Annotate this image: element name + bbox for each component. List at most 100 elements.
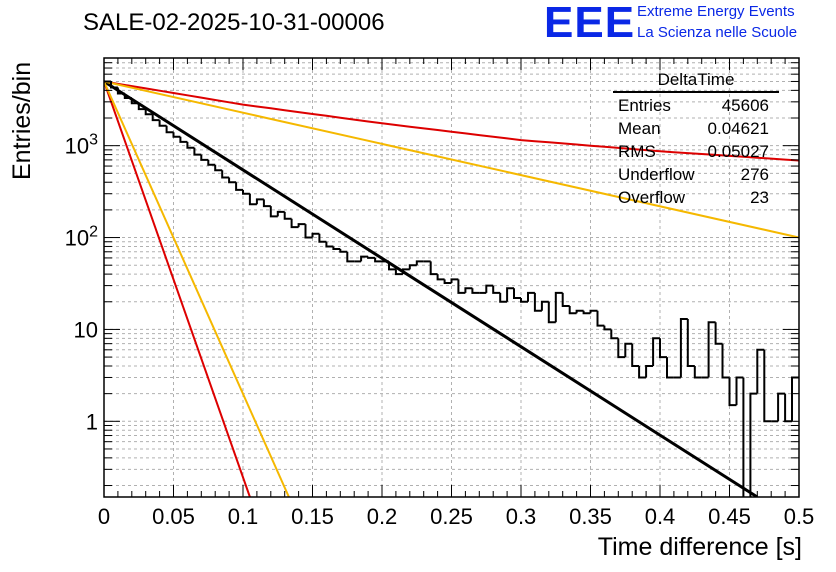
stats-value: 276 [740,165,769,184]
histogram-bin [547,301,556,324]
stats-value: 45606 [721,96,769,115]
histogram-bin [666,357,674,379]
x-tick-label: 0 [98,504,110,529]
histogram-bin [429,261,438,276]
histogram-bin [714,322,723,345]
histogram-bin [311,232,320,238]
series-orange-reference-fast- [104,81,290,497]
y-tick-label: 102 [65,224,98,251]
stats-box: DeltaTime Entries 45606 Mean 0.04621 RMS… [613,70,779,209]
histogram-bin [144,109,153,116]
histogram-bin [165,125,174,134]
histogram-bin [527,291,535,302]
histogram-bin [485,284,494,293]
series-red-reference-fast- [104,81,251,497]
histogram-bin [325,241,334,248]
run-title: SALE-02-2025-10-31-00006 [83,9,385,36]
x-tick-label: 0.45 [708,504,751,529]
histogram-bin [207,159,216,166]
stats-row-overflow: Overflow 23 [613,186,779,209]
stats-row-mean: Mean 0.04621 [613,117,779,140]
histogram-bin [721,343,730,379]
histogram-bin [568,306,577,315]
histogram-bin [235,182,243,191]
x-axis-label: Time difference [s] [597,533,802,561]
histogram-bin [610,329,619,340]
histogram-bin [290,218,299,229]
histogram-bin [137,103,146,111]
series-orange-reference-slow- [104,80,799,239]
histogram-bin [659,338,667,359]
histogram-bin [533,292,542,312]
histogram-bin [123,93,132,99]
axis-ticks: 0 0.05 0.1 0.15 0.2 0.25 0.3 0.35 0.4 0.45 0.5 1 10 1… [65,57,814,529]
logo-subtitle-1: Extreme Energy Events [637,3,795,20]
stats-title: DeltaTime [613,70,779,93]
series-red-reference-slow- [104,80,799,162]
histogram-bin [214,164,223,172]
histogram-bin [652,337,660,366]
histogram-bin [172,132,181,138]
logo-subtitle-2: La Scienza nelle Scuole [637,24,798,41]
y-tick-label: 1 [86,409,98,434]
reference-curves [104,80,799,497]
histogram-bin [158,120,167,127]
histogram-bin [283,211,292,220]
stats-key: Entries [618,96,671,115]
histogram-bin [110,81,118,89]
histogram-bin [561,292,570,307]
histogram-bin [464,287,473,293]
eee-logo: EEE [544,0,636,47]
histogram-bin [742,377,745,497]
histogram-bin [408,264,417,270]
histogram-bin [242,189,250,195]
histogram-bin [394,269,403,276]
x-tick-label: 0.2 [367,504,398,529]
histogram-bin [193,147,202,156]
histogram-bin [450,278,459,283]
histogram-bin [339,249,348,253]
grid-lines [104,58,799,497]
histogram-bin [589,309,598,314]
histogram-bin [471,288,480,294]
histogram-bin [582,310,591,315]
histogram-bin [756,348,765,394]
histogram-bin [645,365,654,378]
stats-key: RMS [618,142,656,161]
histogram-bin [624,342,633,358]
histogram-bin [200,154,209,161]
histogram-bin [269,206,278,218]
histogram-bin [415,260,424,266]
x-tick-label: 0.25 [430,504,473,529]
stats-key: Underflow [618,165,695,184]
histogram-bin [506,287,514,302]
stats-key: Mean [618,119,661,138]
x-tick-label: 0.05 [152,504,195,529]
histogram-bin [179,136,188,143]
series-exponential-fit [104,80,759,497]
histogram-bin [693,366,702,379]
histogram-bin [367,256,376,259]
stats-value: 23 [750,188,769,207]
histogram-bin [513,288,521,299]
stats-key: Overflow [618,188,686,207]
histogram-bin [603,325,612,331]
histogram-bin [297,223,306,228]
histogram-bin [763,349,772,423]
y-tick-label: 10 [74,317,98,342]
histogram-bin [457,279,466,294]
histogram-bin [304,224,313,239]
histogram-bin [777,392,786,422]
histogram-bin [186,141,195,149]
histogram-bin [492,285,501,294]
stats-row-entries: Entries 45606 [613,94,779,117]
histogram-bin [116,87,125,95]
histogram-bin [346,251,355,263]
histogram-bin [499,292,508,303]
x-tick-label: 0.3 [506,504,537,529]
histogram-bin [151,114,160,122]
histogram-bin [520,298,528,303]
histogram-bin [735,376,744,406]
stats-row-rms: RMS 0.05027 [613,140,779,163]
